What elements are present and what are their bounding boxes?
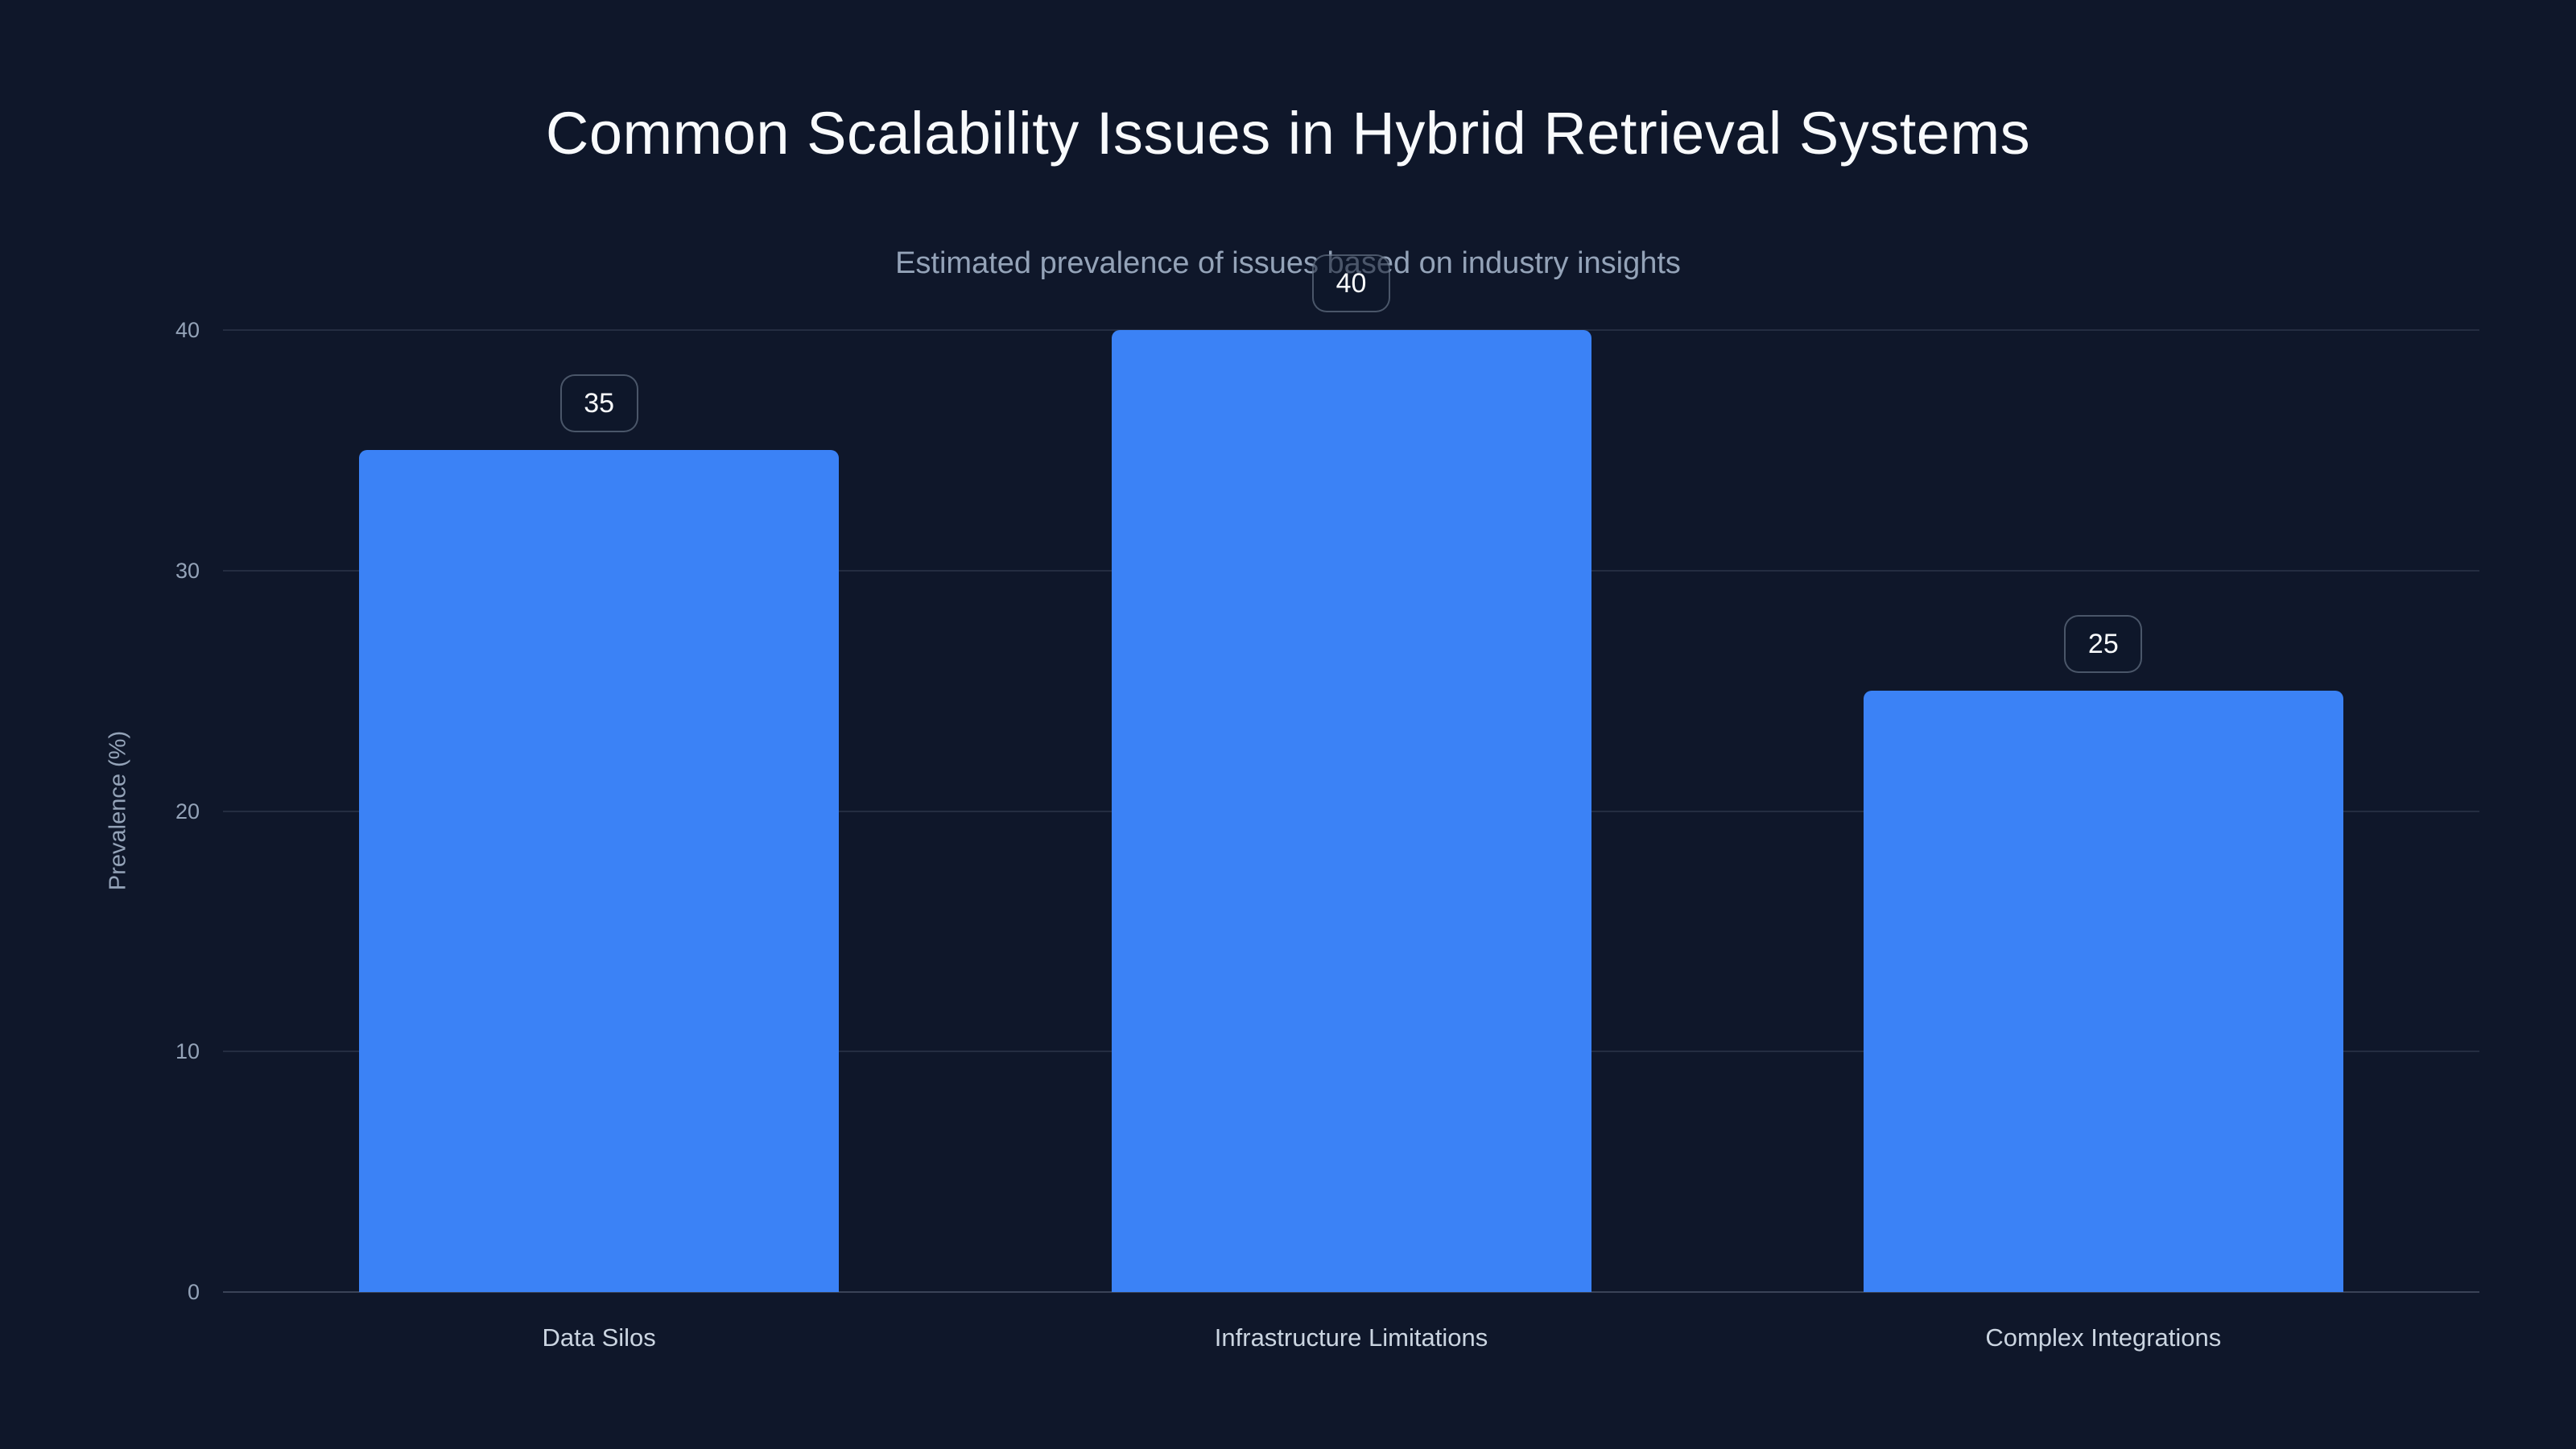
- x-axis-baseline: [223, 1291, 2479, 1293]
- plot-area: 35 40 25: [223, 254, 2479, 1293]
- y-tick-label-0: 0: [187, 1280, 200, 1304]
- x-category-label-infrastructure-limitations: Infrastructure Limitations: [1214, 1323, 1488, 1352]
- value-badge-complex-integrations: 25: [2064, 615, 2143, 674]
- x-category-label-complex-integrations: Complex Integrations: [1985, 1323, 2222, 1352]
- value-badge-data-silos: 35: [559, 374, 638, 433]
- y-tick-label-40: 40: [175, 318, 200, 342]
- y-tick-label-30: 30: [175, 558, 200, 583]
- y-tick-label-10: 10: [175, 1039, 200, 1064]
- chart-subtitle: Estimated prevalence of issues based on …: [895, 246, 1681, 280]
- bar-complex-integrations: [1863, 691, 2343, 1292]
- x-category-label-data-silos: Data Silos: [542, 1323, 656, 1352]
- y-axis-tick-labels: 0 10 20 30 40: [0, 318, 200, 1304]
- bar-data-silos: [359, 450, 840, 1292]
- x-axis-category-labels: Data Silos Infrastructure Limitations Comp…: [223, 1320, 2479, 1356]
- value-badge-infrastructure-limitations: 40: [1312, 254, 1390, 312]
- chart-title: Common Scalability Issues in Hybrid Retr…: [545, 100, 2031, 167]
- bar-infrastructure-limitations: [1111, 330, 1591, 1292]
- y-tick-label-20: 20: [175, 799, 200, 824]
